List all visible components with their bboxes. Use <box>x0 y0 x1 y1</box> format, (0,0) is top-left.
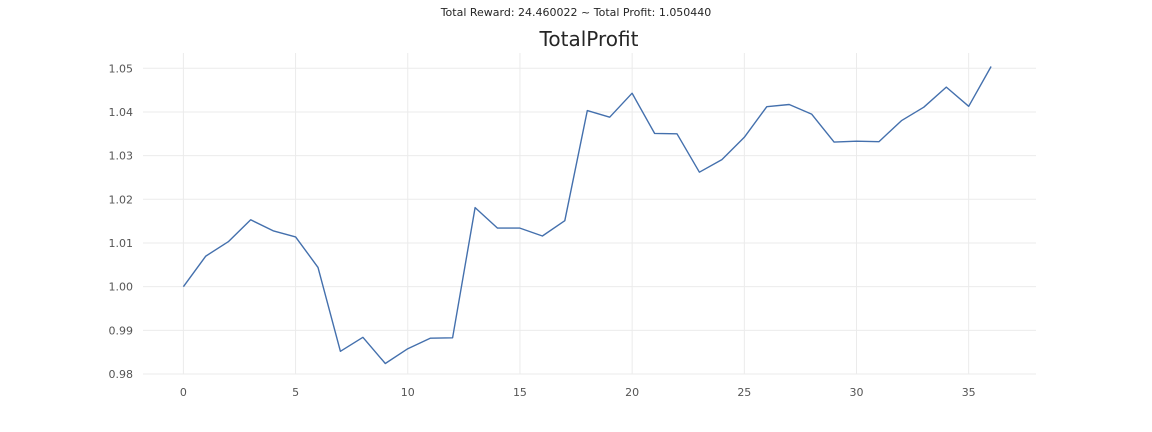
x-tick-label: 15 <box>513 386 527 399</box>
x-tick-label: 20 <box>625 386 639 399</box>
chart-title: TotalProfit <box>539 27 639 51</box>
y-tick-label: 1.01 <box>109 237 134 250</box>
x-tick-label: 0 <box>180 386 187 399</box>
series-layer <box>182 66 992 365</box>
x-tick-label: 35 <box>962 386 976 399</box>
x-tick-label: 5 <box>292 386 299 399</box>
y-tick-label: 1.00 <box>109 281 134 294</box>
y-axis-tick-labels: 0.98 0.99 1.00 1.01 1.02 1.03 1.04 1.05 <box>109 62 134 381</box>
figure-suptitle: Total Reward: 24.460022 ~ Total Profit: … <box>440 6 712 19</box>
x-tick-label: 30 <box>850 386 864 399</box>
x-axis-tick-labels: 0 5 10 15 20 25 30 35 <box>180 386 976 399</box>
x-tick-label: 25 <box>737 386 751 399</box>
y-tick-label: 1.03 <box>109 150 134 163</box>
y-tick-label: 1.05 <box>109 62 134 75</box>
y-tick-label: 0.99 <box>109 324 134 337</box>
y-tick-label: 1.04 <box>109 106 134 119</box>
totalprofit-series-line <box>182 66 992 365</box>
y-tick-label: 0.98 <box>109 368 134 381</box>
grid-lines <box>143 53 1036 375</box>
x-tick-label: 10 <box>401 386 415 399</box>
y-tick-label: 1.02 <box>109 193 134 206</box>
